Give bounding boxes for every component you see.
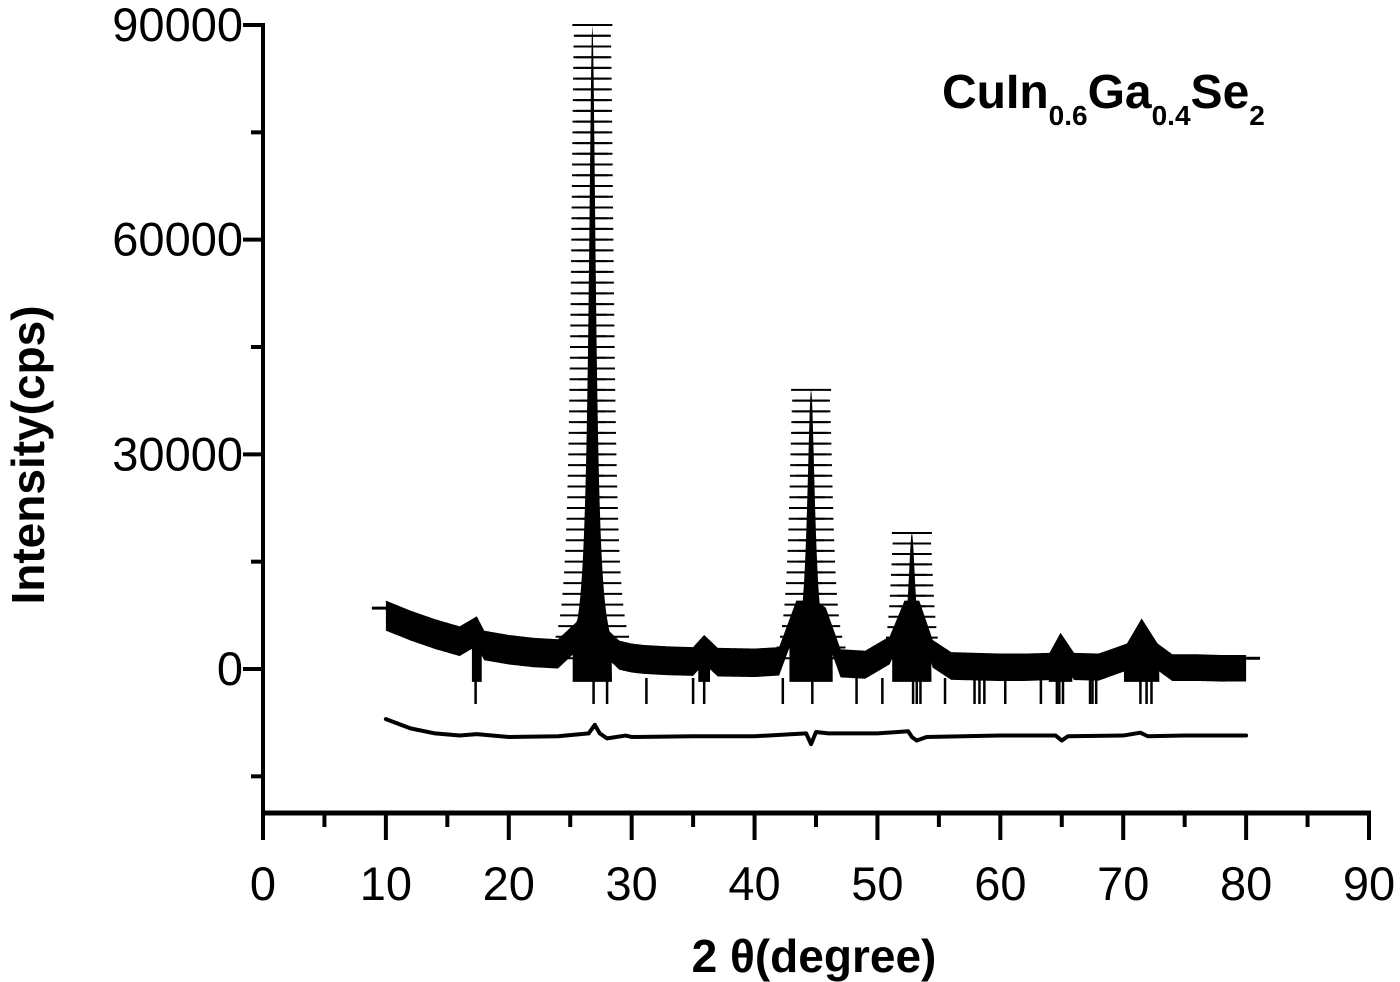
observed-series xyxy=(371,24,1261,682)
formula-element: Ga xyxy=(1088,66,1152,119)
y-axis-title: Intensity(cps) xyxy=(2,305,54,604)
peak-26.8 xyxy=(541,24,644,682)
peak-body xyxy=(471,620,482,682)
x-tick-label: 0 xyxy=(250,857,276,910)
peak-35.9 xyxy=(698,639,711,682)
formula-subscript: 0.4 xyxy=(1152,100,1191,131)
x-tick-label: 50 xyxy=(851,857,903,910)
formula-subscript: 0.6 xyxy=(1049,100,1088,131)
peak-64.9 xyxy=(1048,636,1073,682)
y-tick-label: 0 xyxy=(217,642,243,695)
x-tick-label: 80 xyxy=(1220,857,1272,910)
x-tick-label: 70 xyxy=(1097,857,1149,910)
x-tick-label: 40 xyxy=(728,857,780,910)
x-axis-title: 2 θ(degree) xyxy=(692,930,937,982)
peak-body xyxy=(892,533,932,682)
x-tick-label: 20 xyxy=(483,857,535,910)
x-tick-label: 10 xyxy=(360,857,412,910)
peak-body xyxy=(1123,622,1160,682)
formula-element: CuIn xyxy=(942,66,1049,119)
y-tick-label: 30000 xyxy=(112,427,243,480)
difference-curve xyxy=(383,717,1249,747)
peak-52.8 xyxy=(878,532,945,682)
formula-subscript: 2 xyxy=(1249,100,1265,131)
x-tick-label: 90 xyxy=(1343,857,1395,910)
y-tick-label: 90000 xyxy=(112,0,243,51)
x-axis: 0 10 20 30 40 50 60 70 80 90 xyxy=(250,810,1395,910)
formula-element: Se xyxy=(1191,66,1250,119)
peak-body xyxy=(1048,636,1073,682)
peak-17.4 xyxy=(471,620,482,682)
bragg-reflection-ticks xyxy=(474,678,1153,704)
peak-44.6 xyxy=(769,388,853,682)
y-axis: 0 30000 60000 90000 xyxy=(112,0,265,833)
peak-body xyxy=(698,639,711,682)
x-tick-label: 60 xyxy=(974,857,1026,910)
x-tick-label: 30 xyxy=(606,857,658,910)
peak-body xyxy=(572,25,613,682)
peak-71.5 xyxy=(1123,622,1160,682)
plot-area xyxy=(371,24,1261,747)
y-tick-label: 60000 xyxy=(112,213,243,266)
compound-formula-annotation: CuIn0.6Ga0.4Se2 xyxy=(942,66,1265,131)
peak-body xyxy=(789,390,833,682)
